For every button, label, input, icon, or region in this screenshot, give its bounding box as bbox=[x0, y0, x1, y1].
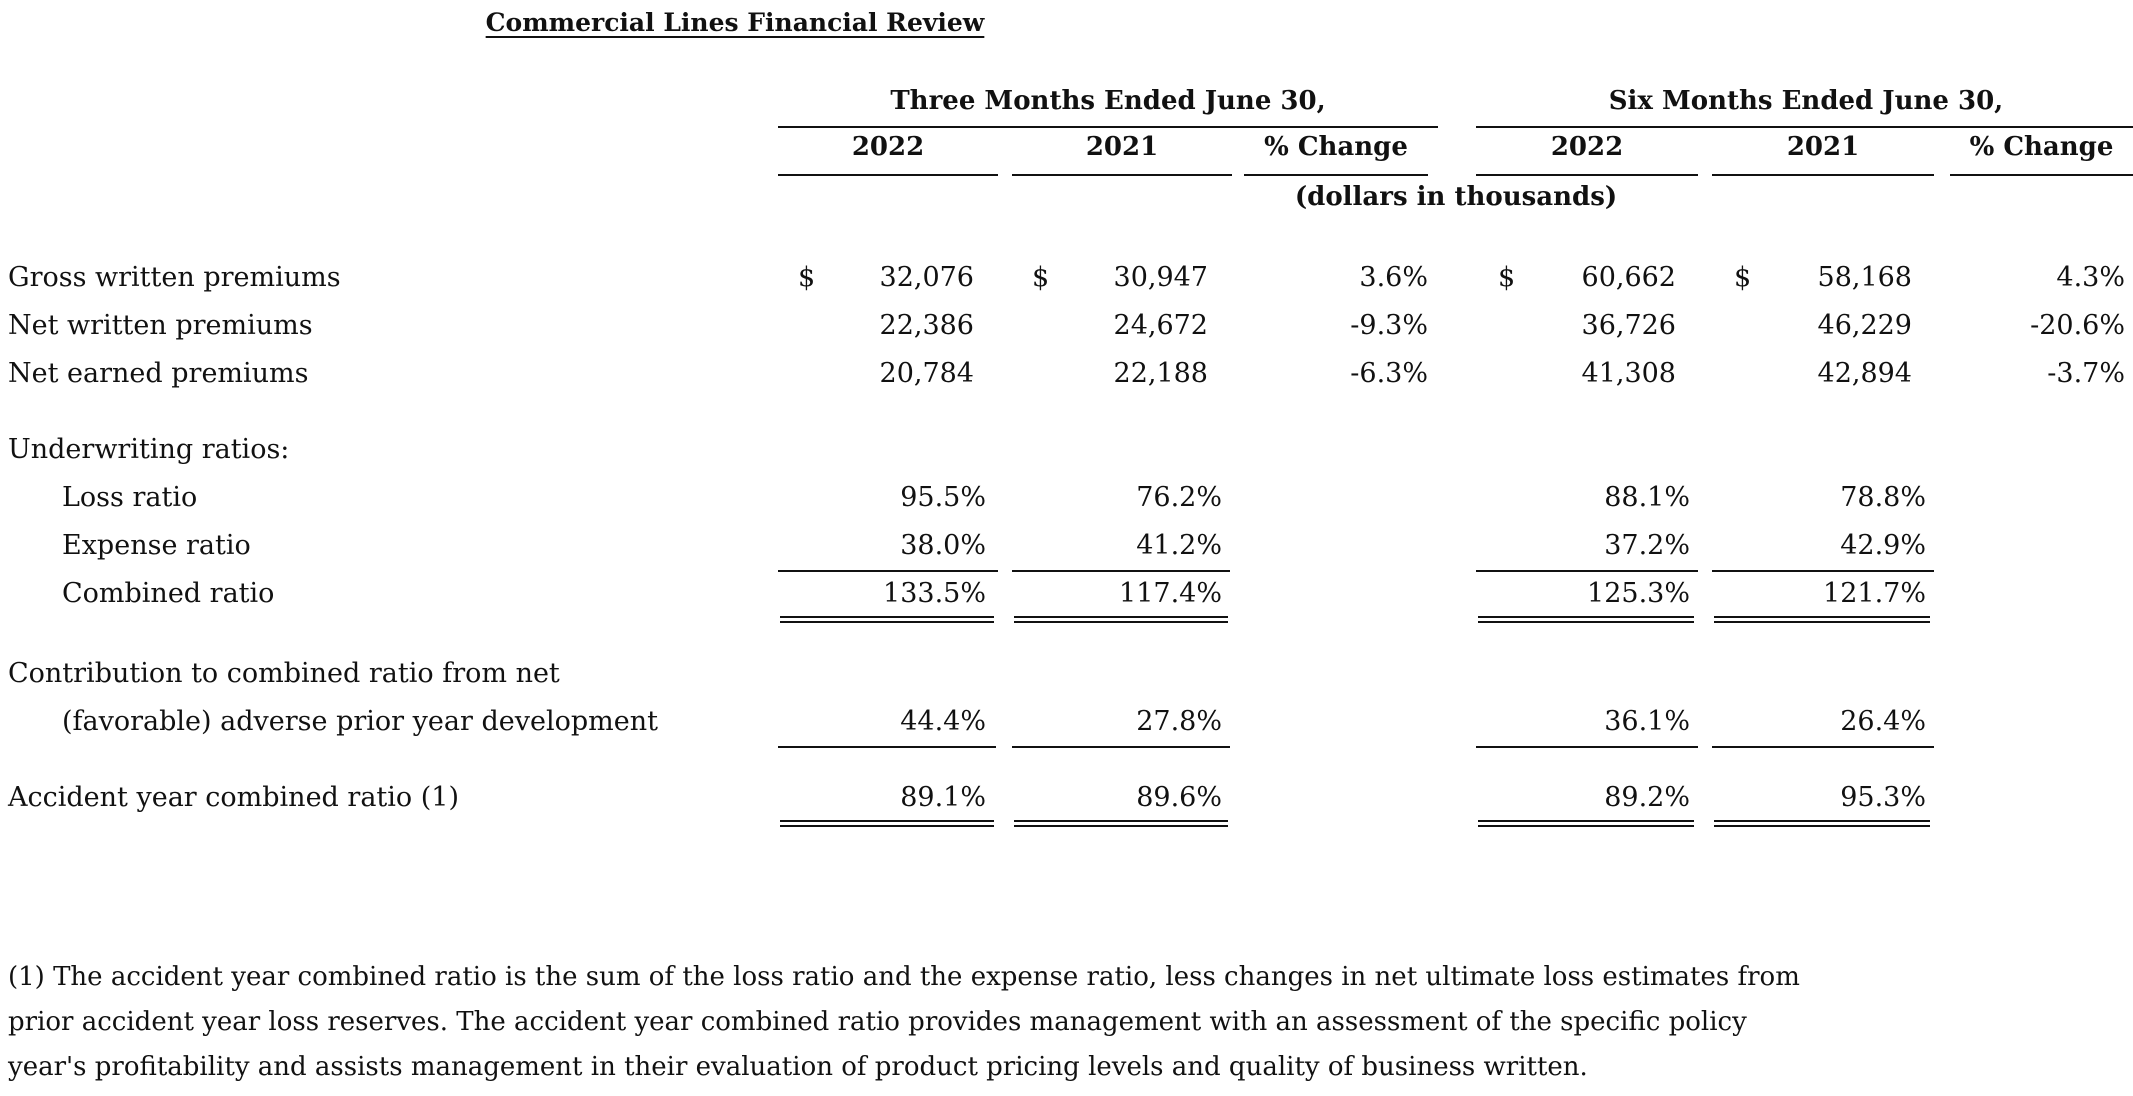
col-underline bbox=[778, 174, 998, 176]
cell-combined-q-2021: 117.4% bbox=[1119, 578, 1222, 609]
report-title: Commercial Lines Financial Review bbox=[485, 8, 985, 37]
period-header-three-months: Three Months Ended June 30, bbox=[890, 86, 1326, 116]
col-header-q-2022: 2022 bbox=[851, 132, 925, 162]
total-double-rule bbox=[1714, 616, 1930, 623]
row-label-loss-ratio: Loss ratio bbox=[62, 482, 198, 513]
cell-loss-q-2022: 95.5% bbox=[900, 482, 986, 513]
cell-combined-h-2022: 125.3% bbox=[1587, 578, 1690, 609]
cell-net-earned-q-2021: 22,188 bbox=[1113, 358, 1208, 389]
cell-gross-q-pct: 3.6% bbox=[1359, 262, 1428, 293]
row-label-expense-ratio: Expense ratio bbox=[62, 530, 251, 561]
cell-net-earned-h-2021: 42,894 bbox=[1817, 358, 1912, 389]
cell-accident-q-2021: 89.6% bbox=[1136, 782, 1222, 813]
cell-accident-q-2022: 89.1% bbox=[900, 782, 986, 813]
subtotal-rule bbox=[1476, 570, 1698, 572]
cell-gross-q-2022: 32,076 bbox=[879, 262, 974, 293]
cell-net-earned-q-2022: 20,784 bbox=[879, 358, 974, 389]
cell-gross-h-2022: 60,662 bbox=[1581, 262, 1676, 293]
subtotal-rule bbox=[778, 570, 998, 572]
cell-gross-h-pct: 4.3% bbox=[2056, 262, 2125, 293]
total-double-rule bbox=[1478, 820, 1694, 827]
cell-gross-q-2021: 30,947 bbox=[1113, 262, 1208, 293]
row-label-accident-year: Accident year combined ratio (1) bbox=[8, 782, 459, 813]
col-header-h-2022: 2022 bbox=[1550, 132, 1624, 162]
col-header-q-pct: % Change bbox=[1264, 132, 1408, 162]
cell-net-written-h-2022: 36,726 bbox=[1581, 310, 1676, 341]
units-note: (dollars in thousands) bbox=[1294, 182, 1618, 212]
subtotal-rule bbox=[1712, 570, 1934, 572]
row-label-contribution-line1: Contribution to combined ratio from net bbox=[8, 658, 560, 689]
row-label-contribution-line2: (favorable) adverse prior year developme… bbox=[62, 706, 658, 737]
cell-net-written-q-pct: -9.3% bbox=[1350, 310, 1428, 341]
currency-symbol: $ bbox=[1734, 262, 1752, 293]
cell-contribution-h-2021: 26.4% bbox=[1840, 706, 1926, 737]
col-header-h-2021: 2021 bbox=[1786, 132, 1860, 162]
period-underline-six-months bbox=[1476, 126, 2133, 128]
footnote-line-3: year's profitability and assists managem… bbox=[8, 1052, 1588, 1082]
cell-net-written-h-2021: 46,229 bbox=[1817, 310, 1912, 341]
footnote-line-2: prior accident year loss reserves. The a… bbox=[8, 1007, 1747, 1037]
cell-combined-h-2021: 121.7% bbox=[1823, 578, 1926, 609]
col-header-q-2021: 2021 bbox=[1085, 132, 1159, 162]
period-underline-three-months bbox=[778, 126, 1438, 128]
cell-net-earned-h-2022: 41,308 bbox=[1581, 358, 1676, 389]
cell-combined-q-2022: 133.5% bbox=[883, 578, 986, 609]
cell-expense-q-2022: 38.0% bbox=[900, 530, 986, 561]
subtotal-rule bbox=[1712, 746, 1934, 748]
total-double-rule bbox=[1478, 616, 1694, 623]
col-underline bbox=[1476, 174, 1698, 176]
row-label-net-written: Net written premiums bbox=[8, 310, 313, 341]
currency-symbol: $ bbox=[1032, 262, 1050, 293]
row-label-combined-ratio: Combined ratio bbox=[62, 578, 275, 609]
footnote-line-1: (1) The accident year combined ratio is … bbox=[8, 962, 1800, 992]
cell-loss-h-2021: 78.8% bbox=[1840, 482, 1926, 513]
total-double-rule bbox=[780, 616, 994, 623]
cell-gross-h-2021: 58,168 bbox=[1817, 262, 1912, 293]
col-underline bbox=[1950, 174, 2133, 176]
cell-net-written-q-2022: 22,386 bbox=[879, 310, 974, 341]
section-label-underwriting-ratios: Underwriting ratios: bbox=[8, 434, 290, 465]
cell-accident-h-2022: 89.2% bbox=[1604, 782, 1690, 813]
cell-expense-h-2022: 37.2% bbox=[1604, 530, 1690, 561]
subtotal-rule bbox=[778, 746, 996, 748]
total-double-rule bbox=[780, 820, 994, 827]
col-underline bbox=[1244, 174, 1428, 176]
cell-expense-q-2021: 41.2% bbox=[1136, 530, 1222, 561]
total-double-rule bbox=[1714, 820, 1930, 827]
cell-expense-h-2021: 42.9% bbox=[1840, 530, 1926, 561]
cell-net-written-h-pct: -20.6% bbox=[2030, 310, 2125, 341]
row-label-gross-written: Gross written premiums bbox=[8, 262, 341, 293]
period-header-six-months: Six Months Ended June 30, bbox=[1608, 86, 2004, 116]
cell-contribution-q-2021: 27.8% bbox=[1136, 706, 1222, 737]
col-underline bbox=[1712, 174, 1934, 176]
cell-loss-h-2022: 88.1% bbox=[1604, 482, 1690, 513]
total-double-rule bbox=[1014, 616, 1228, 623]
cell-accident-h-2021: 95.3% bbox=[1840, 782, 1926, 813]
cell-loss-q-2021: 76.2% bbox=[1136, 482, 1222, 513]
subtotal-rule bbox=[1012, 746, 1230, 748]
col-underline bbox=[1012, 174, 1232, 176]
cell-net-written-q-2021: 24,672 bbox=[1113, 310, 1208, 341]
cell-contribution-q-2022: 44.4% bbox=[900, 706, 986, 737]
currency-symbol: $ bbox=[1498, 262, 1516, 293]
cell-contribution-h-2022: 36.1% bbox=[1604, 706, 1690, 737]
cell-net-earned-h-pct: -3.7% bbox=[2047, 358, 2125, 389]
col-header-h-pct: % Change bbox=[1969, 132, 2114, 162]
total-double-rule bbox=[1014, 820, 1228, 827]
cell-net-earned-q-pct: -6.3% bbox=[1350, 358, 1428, 389]
row-label-net-earned: Net earned premiums bbox=[8, 358, 309, 389]
subtotal-rule bbox=[1476, 746, 1698, 748]
subtotal-rule bbox=[1012, 570, 1230, 572]
currency-symbol: $ bbox=[798, 262, 816, 293]
